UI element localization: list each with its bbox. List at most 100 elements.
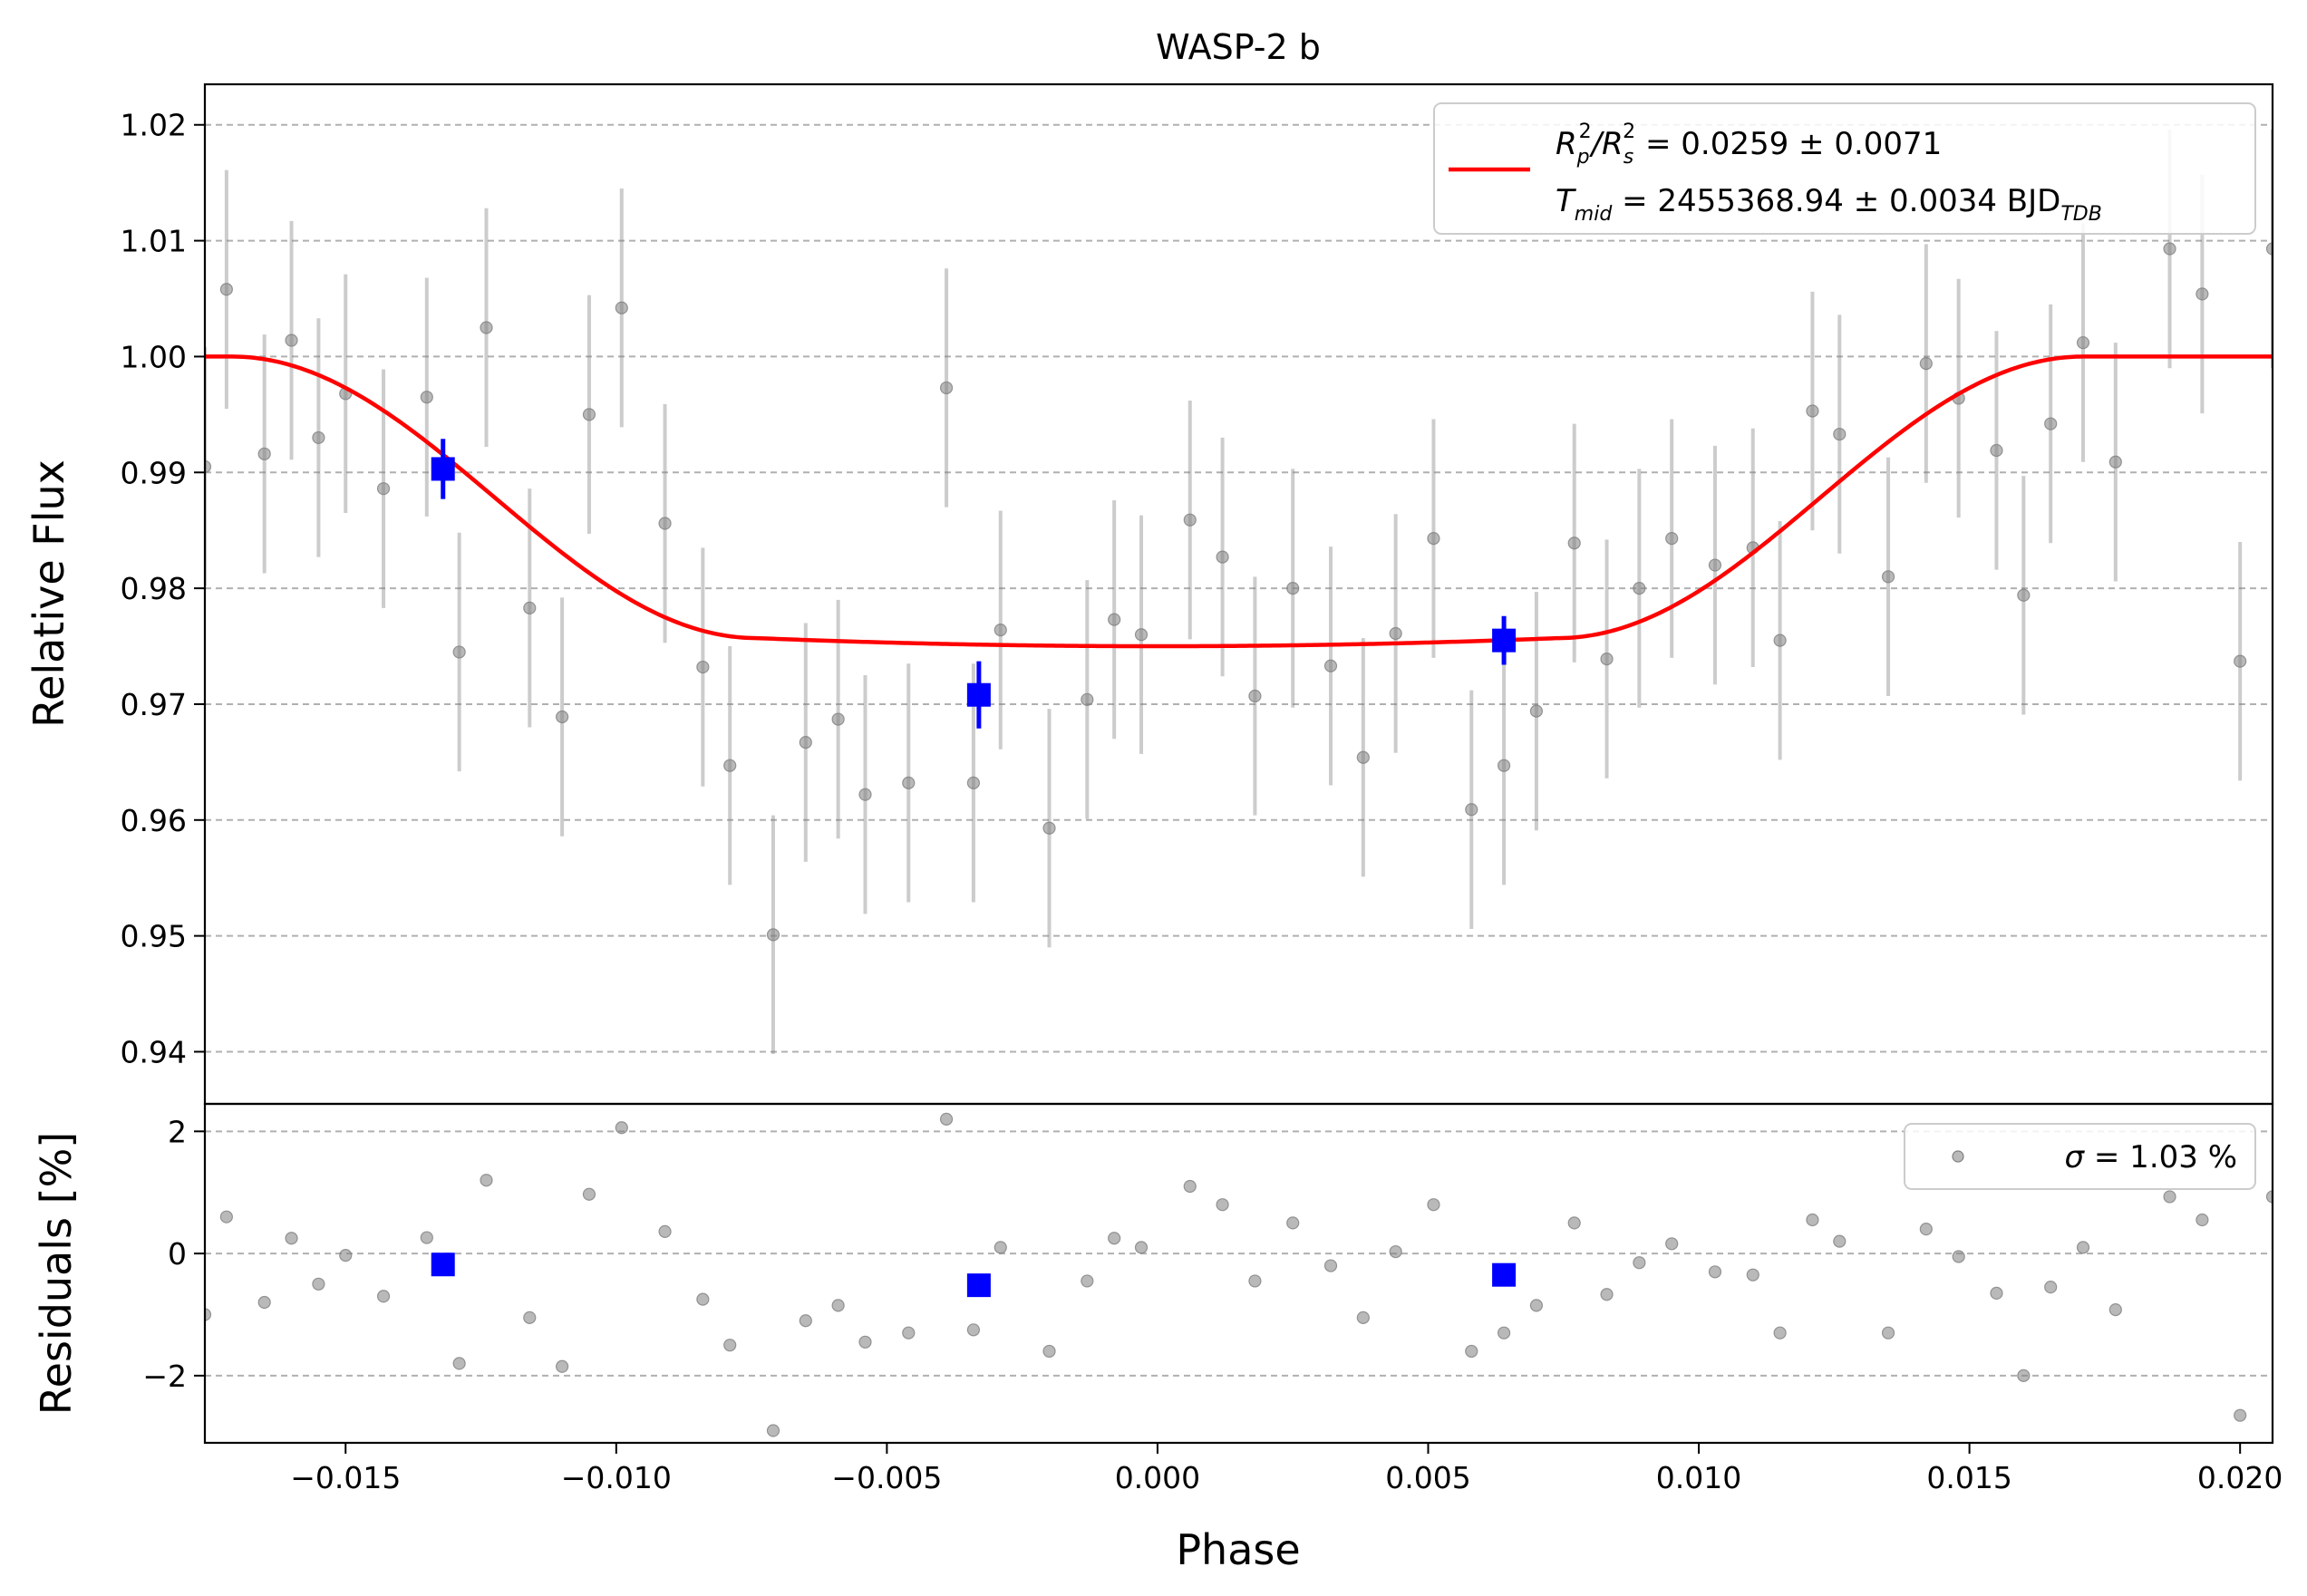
bottom-legend[interactable]: σ = 1.03 % [1904, 1123, 2256, 1190]
data-point [2044, 417, 2058, 430]
data-point [1323, 659, 1338, 672]
binned-residual-point [1492, 1262, 1517, 1287]
legend-residual-marker [1952, 1150, 1964, 1163]
data-point [376, 482, 391, 496]
data-point [2076, 335, 2090, 350]
x-tick-label: 0.000 [1115, 1460, 1200, 1495]
residual-point [339, 1249, 353, 1262]
data-point [831, 712, 845, 726]
binned-points [431, 439, 1517, 729]
residual-point [480, 1174, 493, 1187]
residual-point [1183, 1179, 1197, 1194]
data-point [555, 710, 569, 724]
data-point [2265, 242, 2273, 256]
top-panel: 0.94 0.95 0.96 0.97 0.98 0.99 1.00 1.01 1.02 Rel… [24, 82, 2274, 1106]
binned-residual-point [966, 1273, 991, 1298]
data-point [480, 321, 493, 334]
data-point [1183, 513, 1197, 527]
residual-point [1465, 1344, 1478, 1359]
x-tick-label: 0.010 [1656, 1460, 1741, 1495]
top-ytick-label: 0.94 [121, 1034, 187, 1069]
residual-point [658, 1224, 672, 1238]
residual-point [205, 1308, 212, 1321]
residual-point [966, 1323, 981, 1337]
residual-point [582, 1187, 596, 1201]
residual-point [1952, 1250, 1965, 1263]
residual-point [452, 1357, 466, 1370]
legend-sigma-text: σ = 1.03 % [2065, 1139, 2237, 1175]
top-ylabel: Relative Flux [24, 459, 73, 728]
data-points [205, 242, 2273, 942]
residual-point [615, 1121, 628, 1135]
data-point [1427, 532, 1440, 546]
data-point [902, 776, 916, 789]
residual-point [766, 1424, 780, 1437]
top-ytick-label: 0.96 [121, 803, 187, 838]
x-axis-ticks: −0.015 −0.010 −0.005 0.000 0.005 0.010 0.015 0.… [290, 1443, 2283, 1495]
data-point [420, 391, 433, 404]
bottom-ylabel: Residuals [%] [32, 1132, 81, 1415]
data-point [2234, 654, 2247, 668]
data-point [205, 459, 212, 473]
residual-point [1773, 1326, 1787, 1340]
data-point [1833, 427, 1847, 441]
data-point [1216, 550, 1229, 564]
data-point [1042, 821, 1056, 835]
residual-point [1708, 1265, 1722, 1279]
residual-point [1427, 1198, 1440, 1212]
residual-point [2196, 1213, 2209, 1227]
x-tick-label: −0.015 [290, 1460, 401, 1495]
data-point [1881, 570, 1895, 584]
residual-point [2234, 1408, 2247, 1422]
residual-point [2076, 1241, 2090, 1254]
residual-point [1497, 1326, 1511, 1340]
data-point [696, 660, 710, 674]
data-point [1708, 558, 1722, 572]
x-tick-label: 0.015 [1926, 1460, 2011, 1495]
top-ytick-label: 0.98 [121, 571, 187, 606]
data-point [452, 645, 466, 659]
data-point [1567, 537, 1581, 550]
data-point [1134, 628, 1149, 642]
data-point [1529, 704, 1544, 718]
residual-point [1529, 1299, 1544, 1312]
residual-point [1665, 1237, 1679, 1251]
data-point [658, 517, 672, 530]
data-point [312, 430, 325, 445]
data-point [2017, 588, 2031, 602]
residual-point [1216, 1198, 1229, 1212]
top-ytick-label: 1.01 [121, 224, 187, 259]
data-point [257, 447, 271, 460]
residual-point [1356, 1311, 1370, 1324]
data-point [1919, 356, 1933, 371]
residual-point [858, 1335, 872, 1349]
residual-point [994, 1241, 1007, 1254]
bottom-axes-frame [203, 1102, 2274, 1445]
data-point [1248, 689, 1262, 703]
chart-title: WASP-2 b [1156, 27, 1321, 67]
binned-residual-point [431, 1253, 455, 1277]
x-axis-label: Phase [1176, 1525, 1300, 1574]
residual-point [1134, 1241, 1149, 1254]
bottom-y-ticks: −2 0 2 [142, 1114, 205, 1394]
residual-point [902, 1326, 916, 1340]
data-point [966, 776, 981, 789]
data-point [2108, 455, 2122, 469]
top-legend[interactable]: Rp2/Rs2 = 0.0259 ± 0.0071 Tmid = 2455368… [1433, 102, 2256, 235]
data-point [582, 408, 596, 421]
residual-point [1389, 1244, 1402, 1259]
residual-point [257, 1295, 271, 1310]
legend-tmid-text: Tmid = 2455368.94 ± 0.0034 BJDTDB [1556, 183, 2102, 226]
binned-point [431, 457, 455, 481]
residual-point [555, 1359, 569, 1373]
top-ytick-label: 0.95 [121, 919, 187, 954]
residual-point [312, 1277, 325, 1291]
residual-points [205, 1112, 2273, 1437]
data-point [219, 283, 233, 296]
data-point [1465, 803, 1478, 817]
legend-depth-text: Rp2/Rs2 = 0.0259 ± 0.0071 [1556, 121, 1942, 169]
residual-point [1323, 1259, 1338, 1272]
residual-point [2044, 1281, 2058, 1294]
top-ytick-label: 0.97 [121, 687, 187, 722]
top-ytick-label: 1.00 [121, 339, 187, 374]
